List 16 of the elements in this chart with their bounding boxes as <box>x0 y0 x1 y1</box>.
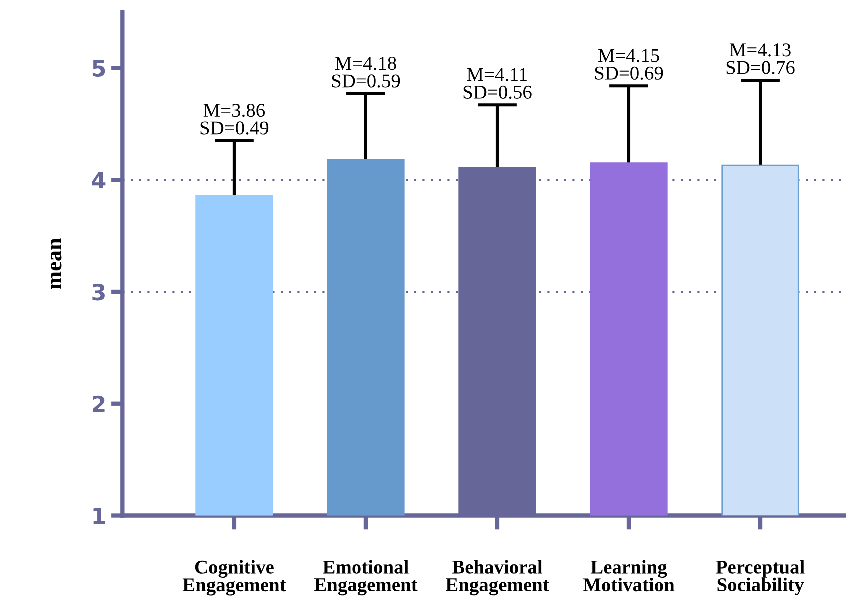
x-tick-label: Behavioral Engagement <box>446 560 550 596</box>
y-axis-title: mean <box>51 238 62 290</box>
y-tick-label: 3 <box>92 284 105 301</box>
y-tick-label: 5 <box>92 60 106 77</box>
y-tick-label: 1 <box>94 508 106 524</box>
annotation: M=4.13 SD=0.76 <box>726 44 795 74</box>
annotation: M=4.11 SD=0.56 <box>464 68 532 100</box>
x-tick-label: Emotional Engagement <box>314 560 418 596</box>
annotation: M=4.15 SD=0.69 <box>595 49 664 80</box>
annotation: M=3.86 SD=0.49 <box>200 104 269 135</box>
x-tick-label: Learning Motivation <box>583 560 675 592</box>
y-tick-label: 4 <box>92 172 106 189</box>
annotation: M=4.18 SD=0.59 <box>332 57 400 88</box>
y-tick-label: 2 <box>92 396 105 412</box>
x-tick-label: Cognitive Engagement <box>182 560 286 596</box>
x-tick-label: Perceptual Sociability <box>716 560 805 596</box>
